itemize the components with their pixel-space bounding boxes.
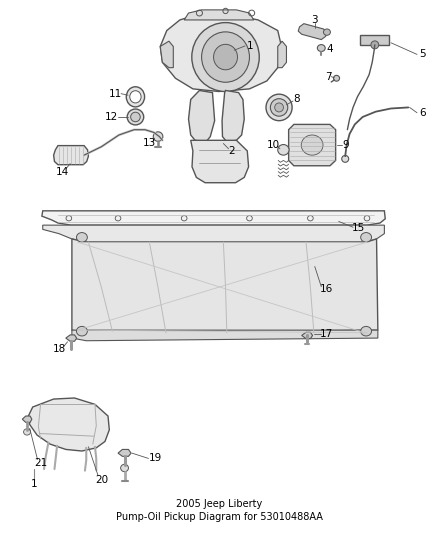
Ellipse shape	[201, 32, 250, 82]
Polygon shape	[302, 332, 313, 338]
Text: 13: 13	[143, 139, 156, 149]
Polygon shape	[22, 416, 32, 422]
Text: 16: 16	[320, 284, 334, 294]
Text: 20: 20	[95, 475, 108, 484]
Ellipse shape	[301, 135, 323, 155]
Polygon shape	[160, 14, 282, 92]
Ellipse shape	[127, 109, 144, 125]
Ellipse shape	[77, 326, 87, 336]
Ellipse shape	[360, 232, 371, 242]
Text: 12: 12	[105, 112, 119, 122]
Polygon shape	[222, 91, 244, 142]
Text: 21: 21	[34, 458, 47, 467]
Ellipse shape	[318, 45, 325, 52]
Ellipse shape	[24, 429, 31, 435]
Text: 14: 14	[56, 167, 69, 177]
Ellipse shape	[270, 99, 288, 116]
Polygon shape	[28, 398, 110, 451]
Polygon shape	[66, 335, 77, 341]
Ellipse shape	[342, 156, 349, 163]
Ellipse shape	[214, 44, 237, 70]
Polygon shape	[72, 330, 378, 341]
Ellipse shape	[77, 232, 87, 242]
Polygon shape	[188, 91, 215, 142]
Text: 2: 2	[229, 146, 235, 156]
Ellipse shape	[323, 29, 330, 35]
Text: 6: 6	[419, 108, 426, 118]
Text: 3: 3	[311, 15, 318, 25]
Polygon shape	[42, 211, 385, 225]
Text: 11: 11	[109, 88, 122, 99]
Text: 18: 18	[53, 344, 66, 354]
Polygon shape	[278, 41, 286, 68]
Text: 8: 8	[293, 94, 300, 104]
Polygon shape	[298, 23, 327, 39]
Polygon shape	[72, 239, 378, 333]
Polygon shape	[53, 146, 88, 165]
Ellipse shape	[120, 464, 128, 472]
Ellipse shape	[153, 132, 163, 141]
Ellipse shape	[278, 144, 289, 155]
Ellipse shape	[192, 22, 259, 92]
Ellipse shape	[371, 41, 379, 49]
Text: 15: 15	[352, 223, 365, 233]
Polygon shape	[118, 449, 131, 456]
Ellipse shape	[266, 94, 292, 120]
Ellipse shape	[333, 75, 339, 81]
Text: 5: 5	[419, 50, 426, 59]
Bar	[360, 35, 389, 45]
Text: 1: 1	[247, 41, 254, 51]
Ellipse shape	[360, 326, 371, 336]
Text: 17: 17	[320, 329, 334, 340]
Ellipse shape	[126, 87, 145, 107]
Text: 7: 7	[325, 71, 332, 82]
Ellipse shape	[275, 103, 283, 112]
Text: 1: 1	[31, 479, 37, 489]
Polygon shape	[289, 124, 336, 166]
Polygon shape	[160, 41, 173, 68]
Polygon shape	[184, 10, 254, 20]
Text: 10: 10	[266, 140, 279, 150]
Ellipse shape	[130, 91, 141, 103]
Ellipse shape	[131, 112, 140, 122]
Text: 9: 9	[343, 140, 350, 150]
Polygon shape	[43, 225, 385, 242]
Polygon shape	[191, 140, 249, 183]
Text: 2005 Jeep Liberty
Pump-Oil Pickup Diagram for 53010488AA: 2005 Jeep Liberty Pump-Oil Pickup Diagra…	[116, 499, 322, 522]
Text: 4: 4	[327, 44, 333, 54]
Text: 19: 19	[149, 454, 162, 463]
